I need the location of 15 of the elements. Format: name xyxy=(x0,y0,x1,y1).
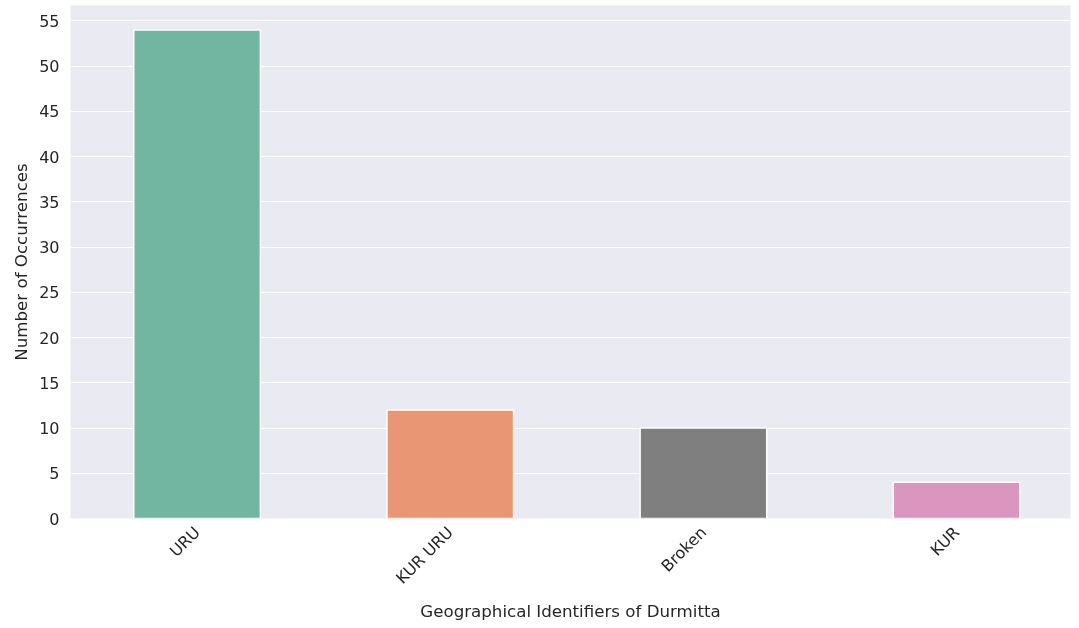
bar xyxy=(892,481,1021,519)
y-tick-label: 5 xyxy=(49,464,60,484)
y-tick-label: 55 xyxy=(39,11,60,31)
y-tick-label: 45 xyxy=(39,102,60,122)
y-tick-label: 10 xyxy=(39,419,60,439)
y-tick-label: 35 xyxy=(39,192,60,212)
y-tick-label: 40 xyxy=(39,147,60,167)
y-tick-label: 15 xyxy=(39,373,60,393)
y-axis-title: Number of Occurrences xyxy=(12,163,32,361)
y-tick-label: 0 xyxy=(49,509,60,529)
y-tick-label: 50 xyxy=(39,57,60,77)
x-axis-title: Geographical Identifiers of Durmitta xyxy=(420,602,721,622)
y-tick-label: 20 xyxy=(39,328,60,348)
y-tick-label: 25 xyxy=(39,283,60,303)
y-tick-label: 30 xyxy=(39,238,60,258)
